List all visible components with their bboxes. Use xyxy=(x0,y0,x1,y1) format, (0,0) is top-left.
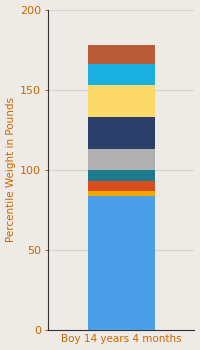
Bar xyxy=(88,45,155,64)
Bar xyxy=(88,191,155,196)
Bar xyxy=(88,181,155,191)
Bar xyxy=(88,149,155,170)
Bar xyxy=(88,85,155,117)
Y-axis label: Percentile Weight in Pounds: Percentile Weight in Pounds xyxy=(6,97,16,243)
Bar xyxy=(88,196,155,330)
Bar xyxy=(88,170,155,181)
Bar xyxy=(88,64,155,85)
Bar xyxy=(88,117,155,149)
